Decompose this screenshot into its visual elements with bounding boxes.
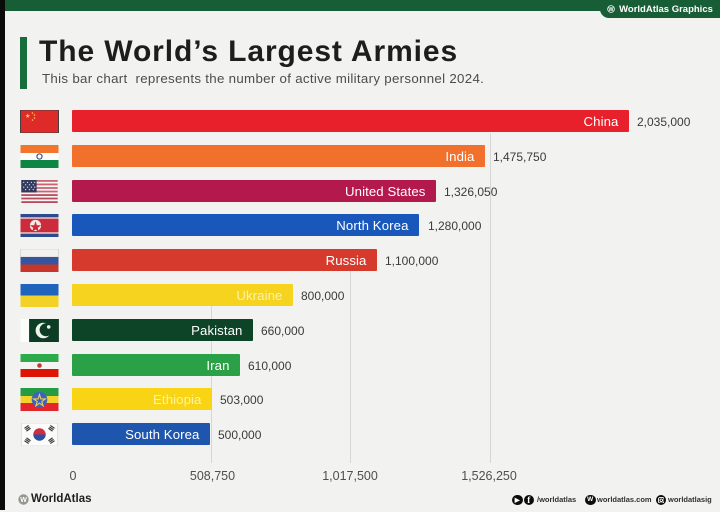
- svg-text:W: W: [609, 7, 614, 13]
- svg-text:W: W: [20, 497, 27, 504]
